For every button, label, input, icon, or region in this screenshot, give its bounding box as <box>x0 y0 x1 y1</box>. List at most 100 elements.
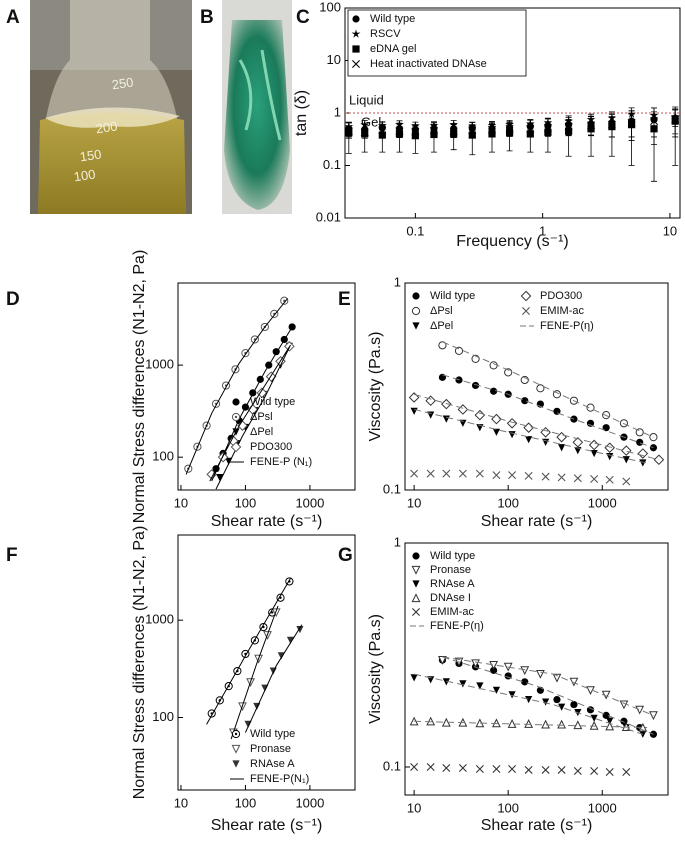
marker-shape <box>604 442 616 454</box>
x-tick-label: 100 <box>235 495 257 510</box>
legend-marker <box>411 593 421 603</box>
marker-shape <box>411 306 421 316</box>
point <box>540 426 551 438</box>
point <box>558 703 566 711</box>
marker-shape <box>587 121 596 130</box>
marker-shape <box>605 768 614 776</box>
point <box>622 768 631 776</box>
marker-shape <box>296 626 304 634</box>
point <box>458 764 467 772</box>
marker-shape <box>649 433 658 442</box>
marker-shape <box>234 732 238 736</box>
legend-label: ΔPel <box>250 426 273 438</box>
point <box>250 335 259 344</box>
point <box>508 764 517 773</box>
marker-shape <box>536 384 545 393</box>
marker-shape <box>256 387 268 399</box>
legend-label: FENE-P(N₁) <box>250 773 309 785</box>
legend-label: PDO300 <box>540 290 582 302</box>
error-bar <box>544 121 551 137</box>
marker-shape <box>438 341 447 350</box>
marker-shape <box>525 436 533 444</box>
legend-label: FENE-P(η) <box>430 620 484 632</box>
beaker-marking: 250 <box>111 75 135 93</box>
point <box>457 404 469 415</box>
point <box>590 475 599 484</box>
point <box>605 475 614 484</box>
error-bar <box>588 118 595 136</box>
point <box>410 469 419 478</box>
marker-shape <box>569 677 579 687</box>
beaker-marking: 150 <box>79 147 103 165</box>
error-bar <box>565 119 572 137</box>
marker-shape <box>459 680 467 688</box>
x-axis-label: Shear rate (s⁻¹) <box>481 817 593 834</box>
marker-shape <box>557 719 567 729</box>
marker-shape <box>564 122 573 131</box>
marker-shape <box>471 659 480 669</box>
point <box>620 445 632 456</box>
beaker-marking: 100 <box>73 167 97 185</box>
marker-shape <box>573 766 582 775</box>
marker-shape <box>524 765 533 774</box>
point <box>586 403 595 412</box>
point <box>506 417 518 429</box>
marker-shape <box>622 456 630 464</box>
marker-shape <box>520 666 530 676</box>
legend-marker <box>232 760 240 768</box>
marker-shape <box>412 322 420 330</box>
beaker-marking: 200 <box>95 119 119 137</box>
error-bar <box>430 125 437 138</box>
y-tick-label: 0.1 <box>383 481 401 496</box>
y-tick-label: 1 <box>394 534 401 549</box>
error-bar <box>345 125 352 139</box>
legend-label: DNAse I <box>430 592 471 604</box>
x-tick-label: 1000 <box>295 495 324 510</box>
point <box>426 469 435 478</box>
y-axis-label: Normal Stress differences (N1-N2, Pa) <box>131 526 148 800</box>
legend-marker <box>352 60 360 68</box>
point <box>605 768 614 776</box>
point <box>508 691 516 699</box>
plot-frame <box>177 282 356 491</box>
point <box>587 121 596 130</box>
panel-label: E <box>338 289 351 310</box>
point <box>441 398 452 410</box>
marker-shape <box>492 686 501 694</box>
point <box>492 428 501 436</box>
marker-shape <box>505 124 514 133</box>
error-bar <box>651 111 658 138</box>
point <box>573 766 582 775</box>
point <box>543 123 552 132</box>
point <box>541 472 550 481</box>
legend-label: FENE-P(η) <box>540 320 594 332</box>
marker-shape <box>442 764 451 772</box>
plot-frame <box>404 282 669 491</box>
point <box>474 409 486 421</box>
marker-shape <box>411 127 420 136</box>
point <box>541 719 551 729</box>
y-axis-label: Viscosity (Pa.s) <box>367 332 384 442</box>
legend-marker <box>411 565 421 575</box>
point <box>620 717 628 725</box>
point <box>541 765 550 774</box>
point <box>475 764 484 773</box>
x-tick-label: 10 <box>663 223 677 238</box>
point <box>604 442 616 454</box>
point <box>488 125 496 134</box>
marker-shape <box>541 472 550 481</box>
legend-label: PDO300 <box>250 441 292 453</box>
y-tick-label: 0.01 <box>316 209 341 224</box>
marker-shape <box>232 428 240 436</box>
marker-shape <box>441 398 452 410</box>
point <box>468 126 477 135</box>
point <box>449 127 458 136</box>
point <box>442 678 450 686</box>
y-tick-label: 1 <box>334 104 341 119</box>
marker-shape <box>475 764 484 773</box>
marker-shape <box>412 552 420 560</box>
marker-shape <box>637 448 649 459</box>
marker-shape <box>271 608 281 618</box>
marker-shape <box>635 705 645 715</box>
marker-shape <box>543 123 552 132</box>
